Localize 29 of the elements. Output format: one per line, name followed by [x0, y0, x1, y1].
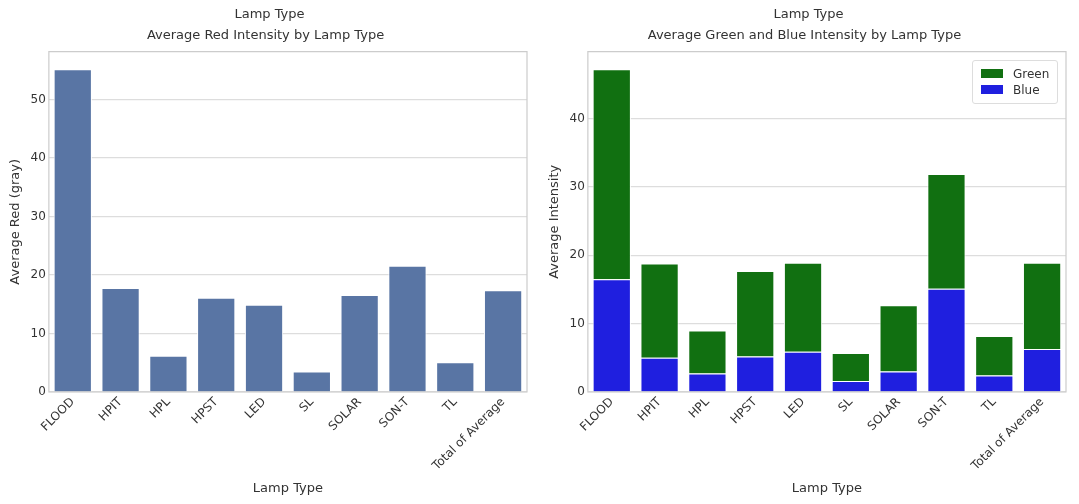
- x-tick-label: TL: [978, 394, 999, 416]
- y-axis-title: Average Intensity: [546, 164, 562, 279]
- text: Lamp Type: [233, 5, 306, 23]
- y-tick-label: 20: [30, 267, 46, 282]
- y-tick-label: 0: [577, 384, 585, 399]
- y-tick-label: 10: [569, 315, 585, 330]
- y-tick-label: 30: [30, 208, 46, 223]
- x-tick-label: TL: [439, 394, 460, 416]
- y-tick-label: 50: [30, 91, 46, 106]
- y-axis-title: Average Red (gray): [7, 158, 23, 285]
- x-tick-label: LED: [780, 394, 808, 422]
- chart-title: Average Red Intensity by Lamp Type: [146, 27, 385, 43]
- x-tick-label: LED: [241, 394, 269, 422]
- legend-label: Blue: [1013, 82, 1040, 97]
- legend-label: Green: [1013, 66, 1050, 81]
- y-tick-label: 0: [38, 384, 46, 399]
- x-tick-label: SL: [835, 394, 856, 415]
- y-tick-label: 20: [569, 247, 585, 262]
- y-tick-label: 30: [569, 179, 585, 194]
- chart-title: Average Green and Blue Intensity by Lamp Type: [647, 27, 962, 43]
- x-tick-label: HPL: [685, 394, 712, 421]
- y-tick-label: 40: [30, 150, 46, 165]
- x-axis-title: Lamp Type: [791, 479, 862, 495]
- y-tick-label: 40: [569, 110, 585, 125]
- x-axis-title: Lamp Type: [252, 479, 323, 495]
- x-tick-label: HPL: [146, 394, 173, 421]
- text: Lamp Type: [772, 5, 845, 23]
- x-tick-label: SL: [296, 394, 317, 415]
- y-tick-label: 10: [30, 325, 46, 340]
